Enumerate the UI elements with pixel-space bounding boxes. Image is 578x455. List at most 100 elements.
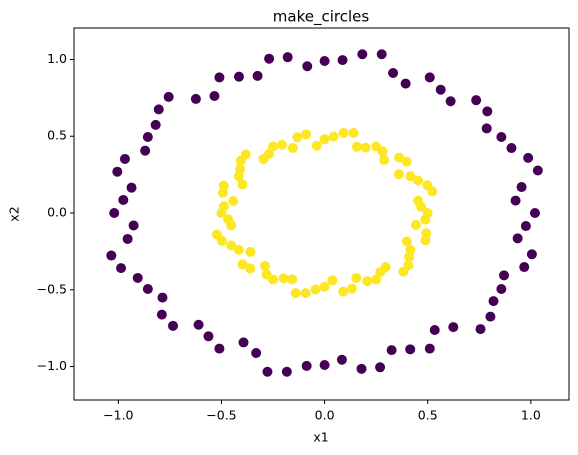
point [211,229,222,240]
point [496,283,507,294]
point [377,146,388,157]
point [214,343,225,354]
point [506,143,517,154]
point [203,331,214,342]
point [516,182,527,193]
point [290,288,301,299]
point [263,148,274,159]
point [481,123,492,134]
point [327,275,338,286]
point [420,214,431,225]
point [319,56,330,67]
point [346,283,357,294]
point [401,236,412,247]
point [376,49,387,60]
point [116,263,127,274]
point [405,344,416,355]
point [106,250,117,261]
point [375,362,386,373]
x-tick-label: −1.0 [103,408,133,423]
point [302,61,313,72]
point [526,249,537,260]
point [245,263,256,274]
point [126,182,137,193]
point [190,93,201,104]
point [259,260,270,271]
point [228,196,239,207]
x-axis-label: x1 [313,430,328,445]
chart-title: make_circles [273,8,370,27]
point [445,96,456,107]
point [223,214,234,225]
point [448,322,459,333]
point [281,366,292,377]
point [512,233,523,244]
point [336,354,347,365]
point [252,70,263,81]
point [338,286,349,297]
point [416,201,427,212]
point [351,272,362,283]
point [153,104,164,115]
point [348,127,359,138]
point [519,262,530,273]
point [485,311,496,322]
point [362,276,373,287]
y-tick-label: −0.5 [37,281,67,296]
point [475,324,486,335]
point [156,309,167,320]
point [128,220,139,231]
x-tick-label: 0.0 [315,408,335,423]
point [413,175,424,186]
point [337,55,348,66]
point [319,359,330,370]
point [292,132,303,143]
point [118,194,129,205]
point [209,91,220,102]
point [311,140,322,151]
point [276,139,287,150]
y-tick-label: 0.0 [47,205,67,220]
point [287,143,298,154]
point [400,78,411,89]
point [357,49,368,60]
point [421,228,432,239]
point [157,292,168,303]
point [328,131,339,142]
point [488,296,499,307]
point [218,201,229,212]
point [268,141,279,152]
point [238,337,249,348]
point [520,221,531,232]
point [109,208,120,219]
point [319,281,330,292]
point [245,246,256,257]
point [338,127,349,138]
point [398,266,409,277]
point [471,95,482,106]
point [234,71,244,82]
point [112,166,123,177]
point [193,319,204,330]
point [435,84,446,95]
point [375,267,386,278]
point [404,252,415,263]
plot-frame [73,27,570,401]
point [379,155,390,166]
point [287,274,298,285]
point [235,163,246,174]
point [251,348,262,359]
point [356,363,367,374]
point [532,165,543,176]
point [301,360,312,371]
point [496,132,507,143]
point [510,195,521,206]
point [142,283,153,294]
point [233,244,244,255]
point [310,284,321,295]
point [300,288,311,299]
y-tick-label: 1.0 [47,51,67,66]
point [282,52,293,63]
point [523,152,534,163]
point [394,152,405,163]
